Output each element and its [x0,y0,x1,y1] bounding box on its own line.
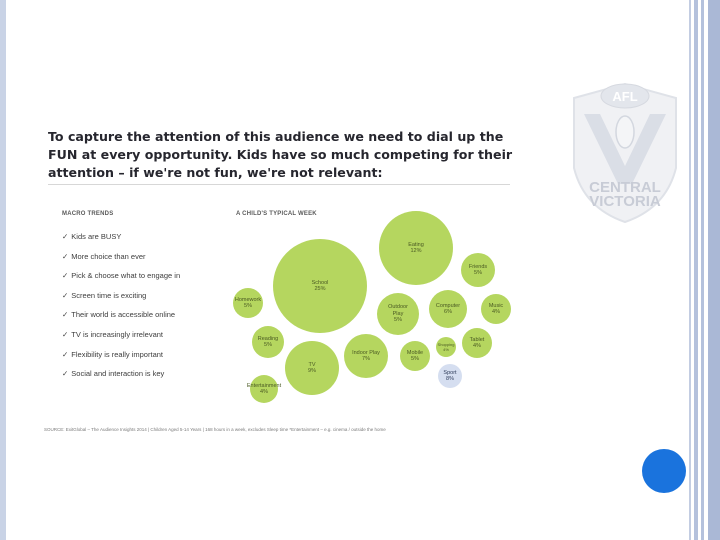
bubble-value: 4% [473,343,481,349]
bubble-outdoor-play: Outdoor Play 5% [377,293,419,335]
bubble-label: Friends [468,263,488,270]
bubble-value: 9% [308,368,316,374]
bubble-friends: Friends 5% [461,253,495,287]
typical-week-title: A CHILD'S TYPICAL WEEK [236,211,317,217]
logo-line2: VICTORIA [589,193,661,210]
bubble-value: 5% [264,342,272,348]
bubble-value: 25% [314,286,326,292]
right-frame-rule [708,0,720,540]
bubble-label: Music [488,302,504,309]
right-frame-rule [689,0,691,540]
bubble-shopping: Shopping 4% [436,337,456,357]
macro-trend-item: ✓ Screen time is exciting [62,291,180,311]
bubble-value: 5% [244,303,252,309]
bubble-label: Homework [234,296,262,303]
divider [48,184,510,185]
bubble-label: Eating [408,241,424,248]
slide-heading: To capture the attention of this audienc… [48,129,513,180]
check-icon: ✓ [62,369,69,379]
source-note: SOURCE: ExitGlobal – The Audience Insigh… [44,427,386,432]
check-icon: ✓ [62,349,69,359]
bubble-reading: Reading 5% [252,326,284,358]
bubble-label: TV [308,361,316,368]
bubble-indoor-play: Indoor Play 7% [344,334,388,378]
macro-trend-item: ✓ Kids are BUSY [62,232,180,252]
bubble-label: Sport [443,369,457,376]
macro-trend-item: ✓ Social and interaction is key [62,369,180,389]
bubble-value: 8% [446,376,454,382]
check-icon: ✓ [62,310,69,320]
bubble-school: School 25% [273,239,367,333]
macro-trend-item: ✓ Pick & choose what to engage in [62,271,180,291]
macro-trend-item: ✓ Their world is accessible online [62,310,180,330]
right-frame-rule [701,0,704,540]
blue-circle-icon [642,449,686,493]
macro-trend-label: Their world is accessible online [71,310,176,320]
bubble-label: Tablet [469,336,485,343]
bubble-eating: Eating 12% [379,211,453,285]
check-icon: ✓ [62,290,69,300]
bubble-label: Entertainment [246,382,282,389]
bubble-entertainment: Entertainment 4% [246,375,282,403]
macro-trend-label: More choice than ever [71,251,146,261]
bubble-sport: Sport 8% [438,364,462,388]
macro-trend-label: Social and interaction is key [71,369,165,379]
logo-badge-text: AFL [612,89,637,104]
logo-line1: CENTRAL [589,179,661,196]
bubble-tablet: Tablet 4% [462,328,492,358]
bubble-mobile: Mobile 5% [400,341,430,371]
right-frame-rule [694,0,698,540]
check-icon: ✓ [62,232,69,241]
bubble-value: 5% [394,317,402,324]
bubble-homework: Homework 5% [233,288,263,318]
macro-trend-label: Pick & choose what to engage in [71,271,181,281]
macro-trend-item: ✓ More choice than ever [62,252,180,272]
macro-trend-label: Kids are BUSY [71,232,122,241]
bubble-label: Indoor Play [352,349,380,356]
bubble-tv: TV 9% [285,341,339,395]
macro-trends-list: ✓ Kids are BUSY ✓ More choice than ever ✓ Pic… [62,232,180,389]
macro-trend-label: Flexibility is really important [71,349,163,359]
macro-trend-label: TV is increasingly irrelevant [71,329,163,339]
bubble-value: 6% [444,309,452,315]
bubble-label: Mobile [406,349,424,356]
afl-central-victoria-logo: AFL CENTRAL VICTORIA [573,82,677,224]
left-frame-rule [0,0,6,540]
check-icon: ✓ [62,271,69,281]
macro-trend-item: ✓ TV is increasingly irrelevant [62,330,180,350]
bubble-value: 4% [260,389,268,395]
bubble-label: Outdoor Play [388,304,408,317]
bubble-value: 4% [443,347,449,352]
bubble-value: 5% [474,270,482,276]
macro-trend-item: ✓ Flexibility is really important [62,350,180,370]
bubble-value: 5% [411,356,419,362]
bubble-computer: Computer 6% [429,290,467,328]
bubble-label: Shopping [437,342,455,347]
bubble-music: Music 4% [481,294,511,324]
check-icon: ✓ [62,251,69,261]
check-icon: ✓ [62,329,69,339]
bubble-value: 12% [410,248,422,254]
macro-trends-title: MACRO TRENDS [62,211,114,217]
bubble-label: Reading [257,335,279,342]
bubble-label: Computer [435,302,461,309]
bubble-label: School [311,279,329,286]
bubble-value: 7% [362,356,370,362]
bubble-value: 4% [492,309,500,315]
macro-trend-label: Screen time is exciting [71,290,147,300]
